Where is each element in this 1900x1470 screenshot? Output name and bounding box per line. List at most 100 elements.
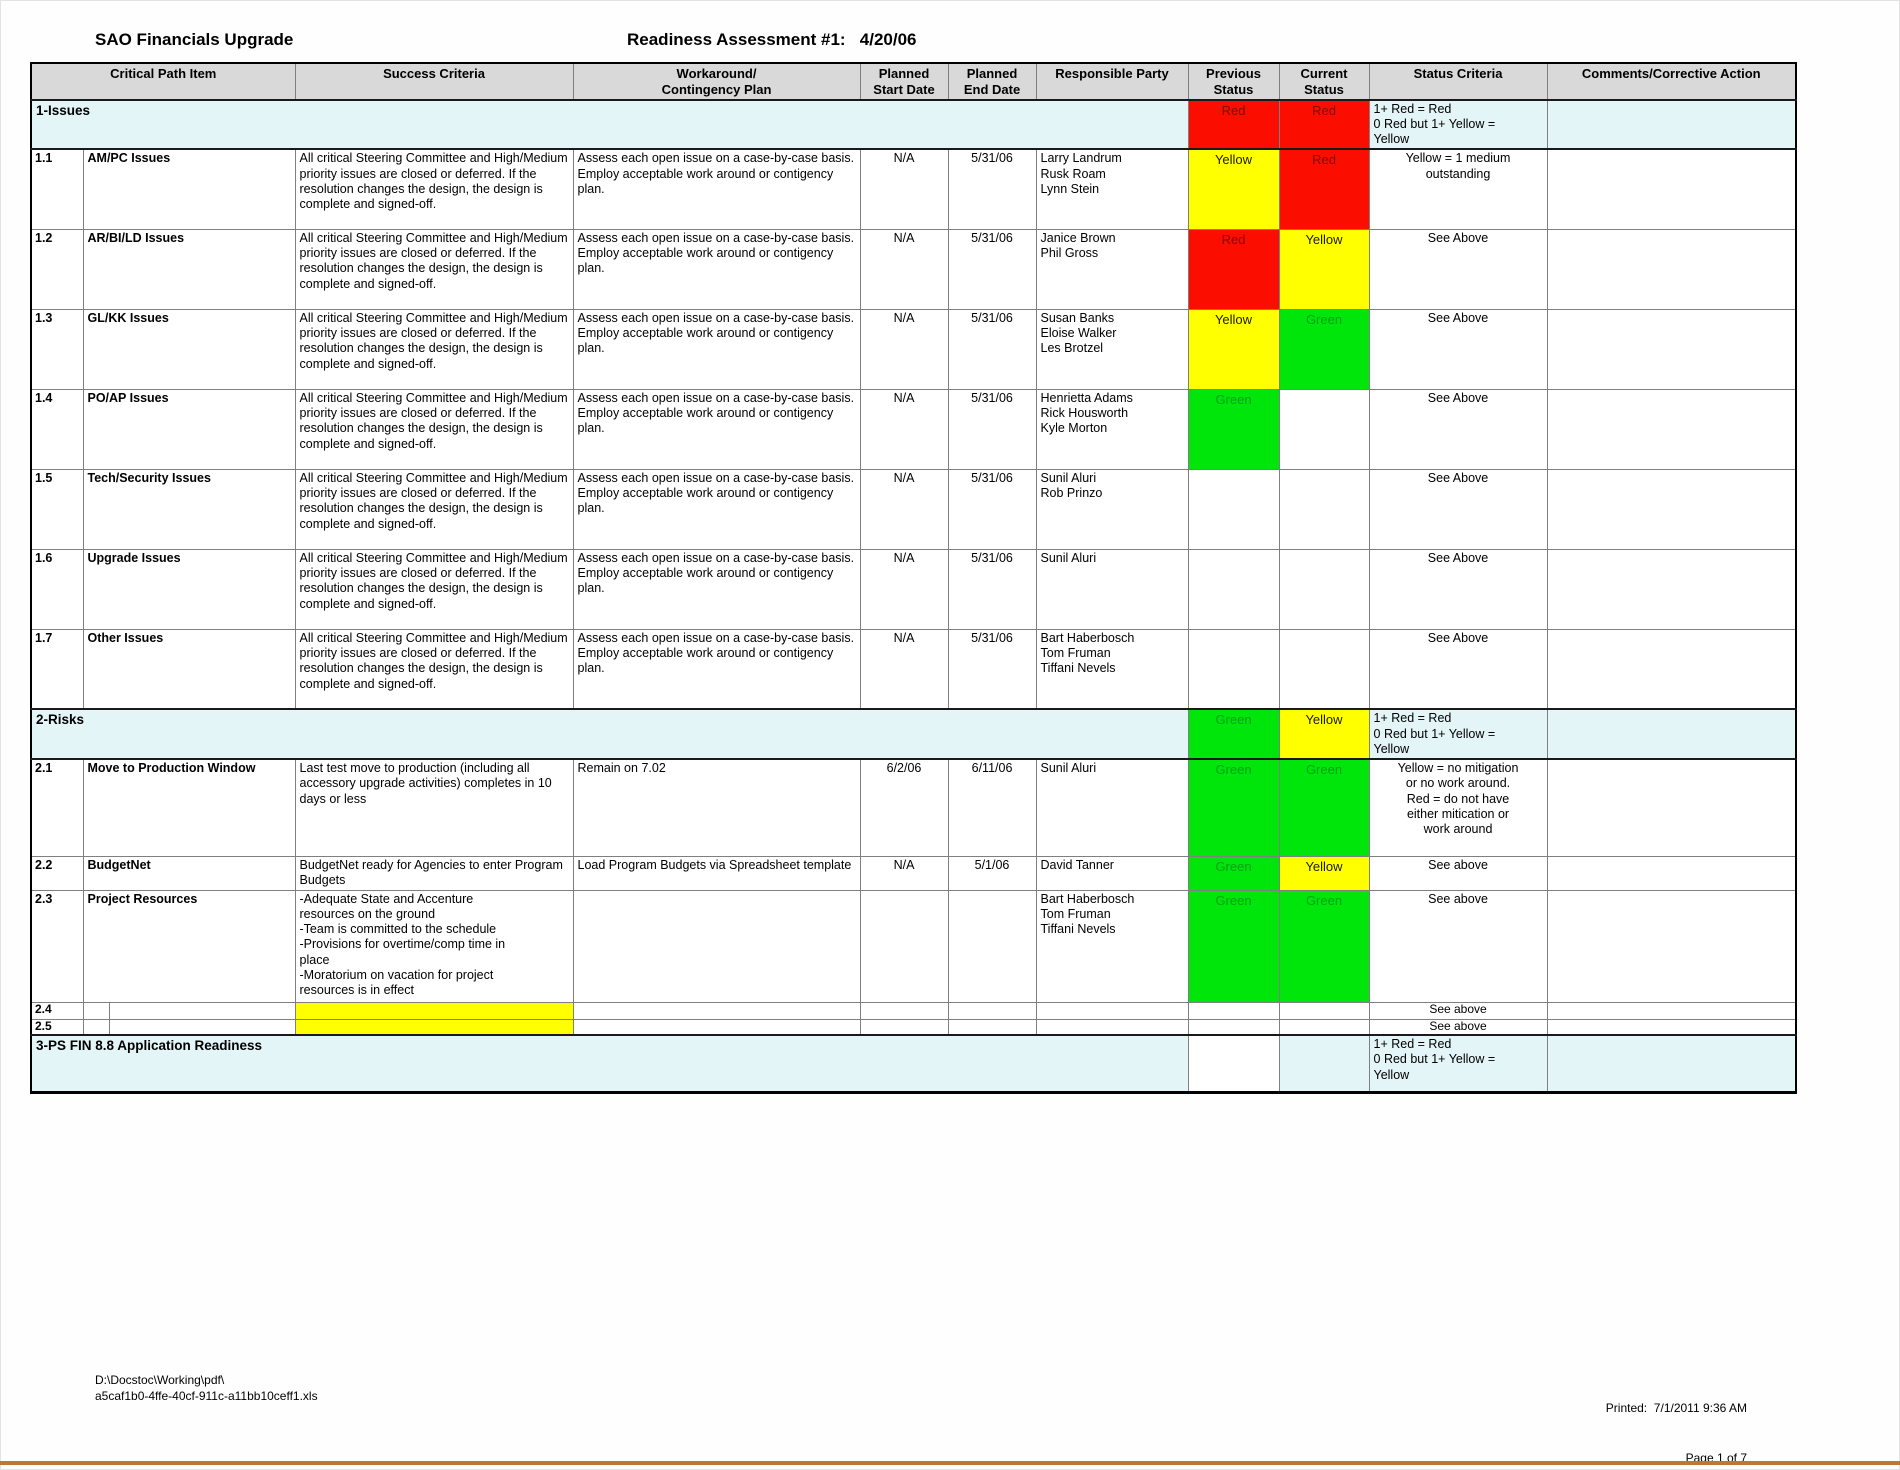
workaround-cell: Load Program Budgets via Spreadsheet tem… [572,855,861,891]
planned-start-cell: N/A [859,548,949,630]
comments-cell [1546,98,1797,151]
success-criteria-cell: All critical Steering Committee and High… [294,228,574,310]
comments-cell [1546,758,1797,857]
cell-divider [108,1003,110,1019]
responsible-party-cell: Janice Brown Phil Gross [1035,228,1189,310]
footer-path-line1: D:\Docstoc\Working\pdf\ [95,1373,225,1387]
planned-start-cell [859,1018,949,1036]
success-criteria-cell: Last test move to production (including … [294,758,574,857]
row-id-cell: 2.1 [30,758,84,857]
page-bottom-accent-line [0,1461,1900,1465]
workaround-cell [572,1001,861,1020]
workaround-cell: Assess each open issue on a case-by-case… [572,468,861,550]
planned-start-cell: N/A [859,855,949,891]
previous-status-cell [1187,628,1280,710]
footer-path-line2: a5caf1b0-4ffe-40cf-911c-a11bb10ceff1.xls [95,1389,318,1404]
highlighted-empty-cell [294,1018,574,1036]
row-id-cell: 1.4 [30,388,84,470]
current-status-cell: Green [1278,308,1370,390]
status-criteria-cell: See Above [1368,628,1548,710]
table-row-1-7: 1.7 Other Issues All critical Steering C… [30,628,1797,710]
previous-status-cell [1187,1018,1280,1036]
comments-cell [1546,308,1797,390]
row-id-cell: 1.6 [30,548,84,630]
workaround-cell: Assess each open issue on a case-by-case… [572,308,861,390]
success-criteria-cell: All critical Steering Committee and High… [294,308,574,390]
comments-cell [1546,1001,1797,1020]
status-criteria-cell: See above [1368,1018,1548,1036]
planned-end-cell: 5/31/06 [947,308,1037,390]
row-id-cell: 2.5 [30,1018,84,1036]
assessment-title: Readiness Assessment #1: 4/20/06 [627,30,917,49]
status-criteria-cell: See Above [1368,548,1548,630]
current-status-cell [1278,548,1370,630]
success-criteria-cell: -Adequate State and Accenture resources … [294,889,574,1003]
planned-start-cell: N/A [859,628,949,710]
row-id-cell: 1.1 [30,148,84,230]
workaround-cell: Assess each open issue on a case-by-case… [572,628,861,710]
planned-end-cell [947,1001,1037,1020]
responsible-party-cell: Sunil Aluri [1035,548,1189,630]
status-criteria-cell: 1+ Red = Red 0 Red but 1+ Yellow = Yello… [1368,98,1548,151]
header-critical-path-item: Critical Path Item [30,62,296,101]
item-name-cell: AR/BI/LD Issues [82,228,296,310]
current-status-cell [1278,628,1370,710]
workaround-cell [572,1018,861,1036]
status-criteria-cell: See Above [1368,388,1548,470]
status-criteria-cell: See above [1368,889,1548,1003]
responsible-party-cell: Sunil Aluri [1035,758,1189,857]
workaround-cell: Assess each open issue on a case-by-case… [572,228,861,310]
row-id-cell: 1.5 [30,468,84,550]
header-current-status: Current Status [1278,62,1370,101]
table-row-1-3: 1.3 GL/KK Issues All critical Steering C… [30,308,1797,390]
header-comments: Comments/Corrective Action [1546,62,1797,101]
current-status-cell [1278,468,1370,550]
responsible-party-cell: Larry Landrum Rusk Roam Lynn Stein [1035,148,1189,230]
previous-status-cell [1187,1034,1280,1094]
table-row-2-3: 2.3 Project Resources -Adequate State an… [30,889,1797,1003]
current-status-cell [1278,1018,1370,1036]
header-planned-end: Planned End Date [947,62,1037,101]
comments-cell [1546,1018,1797,1036]
current-status-cell [1278,1034,1370,1094]
row-id-cell: 2.4 [30,1001,84,1020]
responsible-party-cell: Henrietta Adams Rick Housworth Kyle Mort… [1035,388,1189,470]
workaround-cell: Assess each open issue on a case-by-case… [572,548,861,630]
footer-print-info: Printed: 7/1/2011 9:36 AM Page 1 of 7 [1606,1366,1747,1470]
table-row-2-5: 2.5 See above [30,1018,1797,1036]
item-name-cell: AM/PC Issues [82,148,296,230]
planned-end-cell [947,1018,1037,1036]
item-name-cell: Move to Production Window [82,758,296,857]
highlighted-empty-cell [294,1001,574,1020]
status-criteria-cell: 1+ Red = Red 0 Red but 1+ Yellow = Yello… [1368,1034,1548,1094]
planned-start-cell: N/A [859,308,949,390]
success-criteria-cell: All critical Steering Committee and High… [294,548,574,630]
item-name-cell: GL/KK Issues [82,308,296,390]
comments-cell [1546,148,1797,230]
comments-cell [1546,889,1797,1003]
previous-status-cell: Green [1187,889,1280,1003]
header-success-criteria: Success Criteria [294,62,574,101]
table-row-1-2: 1.2 AR/BI/LD Issues All critical Steerin… [30,228,1797,310]
status-criteria-cell: 1+ Red = Red 0 Red but 1+ Yellow = Yello… [1368,708,1548,761]
comments-cell [1546,855,1797,891]
comments-cell [1546,1034,1797,1094]
current-status-cell [1278,388,1370,470]
previous-status-cell: Red [1187,98,1280,151]
table-row-1-1: 1.1 AM/PC Issues All critical Steering C… [30,148,1797,230]
section-label: 1-Issues [30,98,1189,151]
responsible-party-cell: David Tanner [1035,855,1189,891]
planned-start-cell [859,889,949,1003]
page-title: SAO Financials Upgrade [95,30,294,49]
comments-cell [1546,548,1797,630]
item-name-cell: BudgetNet [82,855,296,891]
header-status-criteria: Status Criteria [1368,62,1548,101]
workaround-cell [572,889,861,1003]
success-criteria-cell: BudgetNet ready for Agencies to enter Pr… [294,855,574,891]
workaround-cell: Remain on 7.02 [572,758,861,857]
current-status-cell: Yellow [1278,228,1370,310]
section-label: 3-PS FIN 8.8 Application Readiness [30,1034,1189,1094]
current-status-cell: Red [1278,148,1370,230]
item-name-cell: Project Resources [82,889,296,1003]
table-row-1-4: 1.4 PO/AP Issues All critical Steering C… [30,388,1797,470]
